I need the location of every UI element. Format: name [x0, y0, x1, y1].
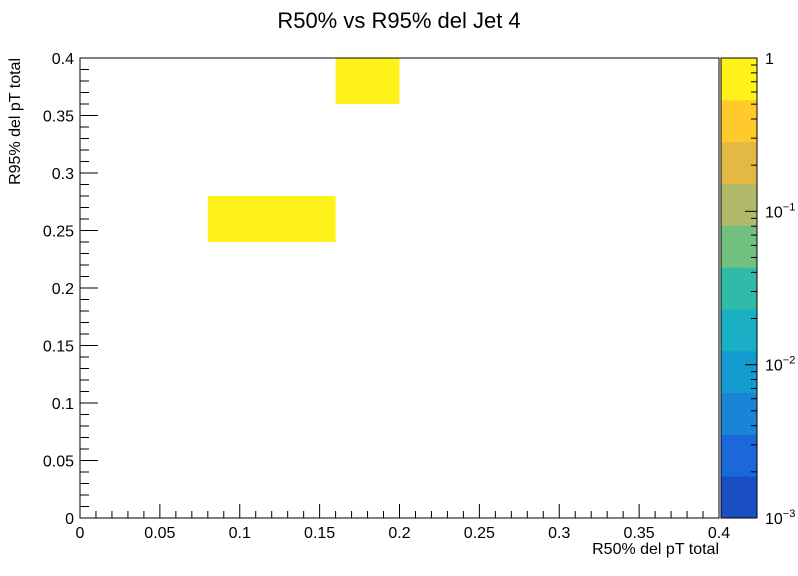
plot-frame [79, 57, 720, 519]
y-axis: 0 0.05 0.1 0.15 0.2 0.25 0.3 0.35 0.4 [43, 51, 98, 528]
colorbar-frame [720, 57, 758, 519]
y-tick-label: 0.4 [52, 51, 74, 68]
x-tick-label: 0.35 [624, 525, 655, 542]
heatmap-cell [335, 58, 400, 104]
x-tick-label: 0.15 [304, 525, 335, 542]
colorbar-segment [721, 99, 757, 143]
colorbar-segment [721, 267, 757, 310]
y-axis-label: R95% del pT total [7, 58, 24, 185]
colorbar-label: 10−2 [765, 355, 795, 375]
x-tick-label: 0.3 [548, 525, 570, 542]
colorbar-segment [721, 225, 757, 268]
y-tick-label: 0.05 [43, 454, 74, 471]
x-tick-label: 0.25 [464, 525, 495, 542]
colorbar-segment [721, 392, 757, 435]
heatmap-cell [207, 196, 336, 242]
colorbar-segment [721, 476, 757, 519]
colorbar: 1 10−1 10−2 10−3 [720, 51, 795, 528]
y-tick-label: 0.15 [43, 339, 74, 356]
colorbar-segment [721, 308, 757, 352]
x-axis-label: R50% del pT total [592, 541, 719, 558]
colorbar-label: 10−3 [765, 508, 795, 528]
chart-title: R50% vs R95% del Jet 4 [277, 8, 520, 33]
x-tick-label: 0.2 [388, 525, 410, 542]
x-tick-label: 0.4 [708, 525, 730, 542]
y-tick-label: 0.25 [43, 224, 74, 241]
y-tick-label: 0.1 [52, 396, 74, 413]
colorbar-label: 1 [765, 51, 774, 68]
colorbar-label: 10−1 [765, 201, 795, 221]
colorbar-segment [721, 58, 757, 101]
y-tick-label: 0.2 [52, 281, 74, 298]
x-tick-label: 0.05 [144, 525, 175, 542]
colorbar-segment [721, 183, 757, 226]
heatmap-cells [207, 58, 400, 242]
colorbar-segment [721, 434, 757, 477]
colorbar-segment [721, 141, 757, 184]
x-tick-label: 0 [76, 525, 85, 542]
y-tick-label: 0 [65, 511, 74, 528]
y-tick-label: 0.35 [43, 109, 74, 126]
x-axis: 0 0.05 0.1 0.15 0.2 0.25 0.3 0.35 0.4 [76, 504, 730, 542]
x-tick-label: 0.1 [229, 525, 251, 542]
y-tick-label: 0.3 [52, 166, 74, 183]
